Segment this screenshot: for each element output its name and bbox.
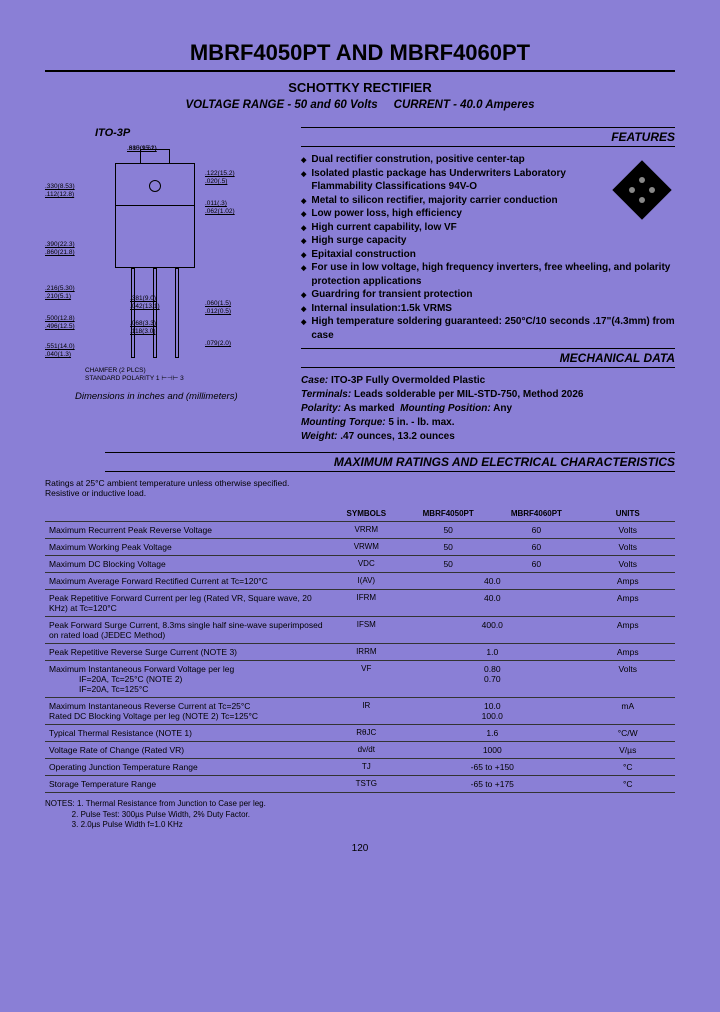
dim-s: .118(3.0) <box>130 328 156 335</box>
current-label: CURRENT <box>394 99 450 111</box>
feature-item: Internal insulation:1.5k VRMS <box>301 302 675 316</box>
dim-d: .122(15.2) <box>205 170 235 177</box>
dim-f: .860(21.8) <box>45 249 75 256</box>
table-row: Maximum Working Peak VoltageVRWM5060Volt… <box>45 539 675 556</box>
dim-i: .216(5.30) <box>45 285 75 292</box>
dim-t: .551(14.0) <box>45 343 75 350</box>
dim-a: .330(8.53) <box>45 183 75 190</box>
dim-h: .496(12.5) <box>45 323 75 330</box>
ratings-heading: MAXIMUM RATINGS AND ELECTRICAL CHARACTER… <box>105 452 675 472</box>
voltage-value: - 50 and 60 Volts <box>287 99 377 111</box>
table-row: Maximum Recurrent Peak Reverse VoltageVR… <box>45 522 675 539</box>
subtitle: SCHOTTKY RECTIFIER <box>45 80 675 95</box>
chip-icon <box>611 159 671 219</box>
dim-n: .381(9.0) <box>130 295 156 302</box>
table-row: Peak Forward Surge Current, 8.3ms single… <box>45 617 675 644</box>
current-value: - 40.0 Amperes <box>453 99 534 111</box>
mechanical-heading: MECHANICAL DATA <box>301 348 675 368</box>
col-symbols: SYMBOLS <box>329 506 405 522</box>
feature-item: Epitaxial construction <box>301 248 675 262</box>
dim-e: .390(22.3) <box>45 241 75 248</box>
table-row: Maximum Average Forward Rectified Curren… <box>45 573 675 590</box>
feature-item: Isolated plastic package has Underwriter… <box>301 167 601 194</box>
feature-item: High surge capacity <box>301 234 675 248</box>
right-column: FEATURES Dual rectifier constrution, pos… <box>295 121 675 444</box>
page-title: MBRF4050PT AND MBRF4060PT <box>45 40 675 72</box>
dim-w2: .079(2.0) <box>205 340 231 347</box>
package-label: ITO-3P <box>95 127 295 139</box>
table-row: Peak Repetitive Forward Current per leg … <box>45 590 675 617</box>
feature-item: Dual rectifier constrution, positive cen… <box>301 153 601 167</box>
feature-item: Metal to silicon rectifier, majority car… <box>301 194 601 208</box>
dim-c: .385(9.61) <box>127 145 157 152</box>
col-p1: MBRF4050PT <box>404 506 492 522</box>
feature-item: Guardring for transient protection <box>301 288 675 302</box>
table-row: Peak Repetitive Reverse Surge Current (N… <box>45 644 675 661</box>
table-row: Maximum Instantaneous Reverse Current at… <box>45 698 675 725</box>
table-row: Maximum Instantaneous Forward Voltage pe… <box>45 661 675 698</box>
dim-u: .060(1.5) <box>205 300 231 307</box>
dimensions-note: Dimensions in inches and (millimeters) <box>75 391 295 402</box>
ratings-note: Ratings at 25°C ambient temperature unle… <box>45 478 675 498</box>
dim-m: .500(12.8) <box>45 315 75 322</box>
dim-g: .112(12.8) <box>45 191 74 198</box>
voltage-label: VOLTAGE RANGE <box>186 99 285 111</box>
dim-v: .012(0.5) <box>205 308 231 315</box>
page-number: 120 <box>45 843 675 854</box>
feature-item: Low power loss, high efficiency <box>301 207 601 221</box>
dim-q: .062(1.02) <box>205 208 235 215</box>
feature-item: For use in low voltage, high frequency i… <box>301 261 675 288</box>
ratings-table: SYMBOLS MBRF4050PT MBRF4060PT UNITS Maxi… <box>45 506 675 793</box>
range-line: VOLTAGE RANGE - 50 and 60 Volts CURRENT … <box>45 99 675 111</box>
package-drawing: .330(8.53) .112(12.8) .610(15.2) .385(9.… <box>45 145 265 385</box>
dim-o: .020(.5) <box>205 178 227 185</box>
package-column: ITO-3P .330(8.53) .112(12.8) .610(15.2) … <box>45 121 295 444</box>
feature-item: High temperature soldering guaranteed: 2… <box>301 315 675 342</box>
table-row: Operating Junction Temperature RangeTJ-6… <box>45 759 675 776</box>
table-row: Storage Temperature RangeTSTG-65 to +175… <box>45 776 675 793</box>
mechanical-data: Case: ITO-3P Fully Overmolded Plastic Te… <box>301 374 675 444</box>
col-units: UNITS <box>580 506 675 522</box>
col-p2: MBRF4060PT <box>492 506 580 522</box>
footnotes: NOTES: 1. Thermal Resistance from Juncti… <box>45 799 675 830</box>
dim-p: .011(.3) <box>205 200 227 207</box>
features-heading: FEATURES <box>301 127 675 147</box>
table-row: Voltage Rate of Change (Rated VR)dv/dt10… <box>45 742 675 759</box>
dim-l: .042(13.1) <box>130 303 160 310</box>
table-row: Maximum DC Blocking VoltageVDC5060Volts <box>45 556 675 573</box>
feature-item: High current capability, low VF <box>301 221 601 235</box>
table-row: Typical Thermal Resistance (NOTE 1)RθJC1… <box>45 725 675 742</box>
dim-r: .068(3.3) <box>130 320 156 327</box>
dim-k: .040(1.3) <box>45 351 71 358</box>
dim-j: .210(5.1) <box>45 293 71 300</box>
